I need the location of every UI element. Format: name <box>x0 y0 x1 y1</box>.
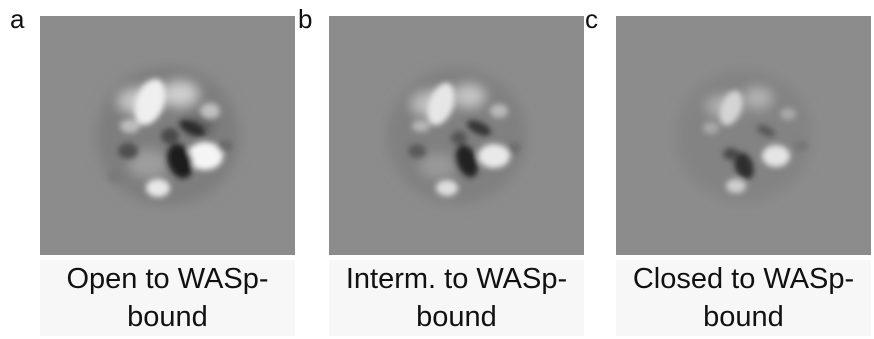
panel-letter: c <box>585 4 598 34</box>
difference-map-image <box>329 16 584 255</box>
caption-line-2: bound <box>127 301 208 333</box>
difference-map-svg <box>329 16 584 255</box>
caption-line-1: Closed to WASp- <box>632 263 855 295</box>
panel-caption: Interm. to WASp- bound <box>329 260 584 336</box>
caption-line-2: bound <box>703 301 784 333</box>
caption-line-2: bound <box>416 301 497 333</box>
caption-line-1: Interm. to WASp- <box>345 263 568 295</box>
panel-letter: a <box>10 4 25 34</box>
difference-map-image <box>40 16 295 255</box>
panel-caption: Closed to WASp- bound <box>616 260 871 336</box>
difference-map-image <box>616 16 871 255</box>
panel-caption: Open to WASp- bound <box>40 260 295 336</box>
panel-letter: b <box>298 4 313 34</box>
difference-map-svg <box>616 16 871 255</box>
panel-b: b <box>298 0 588 339</box>
difference-map-svg <box>40 16 295 255</box>
panel-c: c <box>585 0 874 339</box>
caption-line-1: Open to WASp- <box>66 263 269 295</box>
panel-a: a <box>10 0 300 339</box>
